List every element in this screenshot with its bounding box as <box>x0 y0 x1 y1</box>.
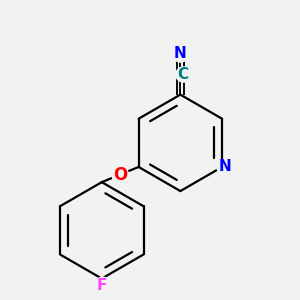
Text: O: O <box>113 166 127 184</box>
Text: N: N <box>219 160 231 175</box>
Text: N: N <box>174 46 187 61</box>
Text: F: F <box>97 278 107 292</box>
Text: C: C <box>178 67 189 82</box>
